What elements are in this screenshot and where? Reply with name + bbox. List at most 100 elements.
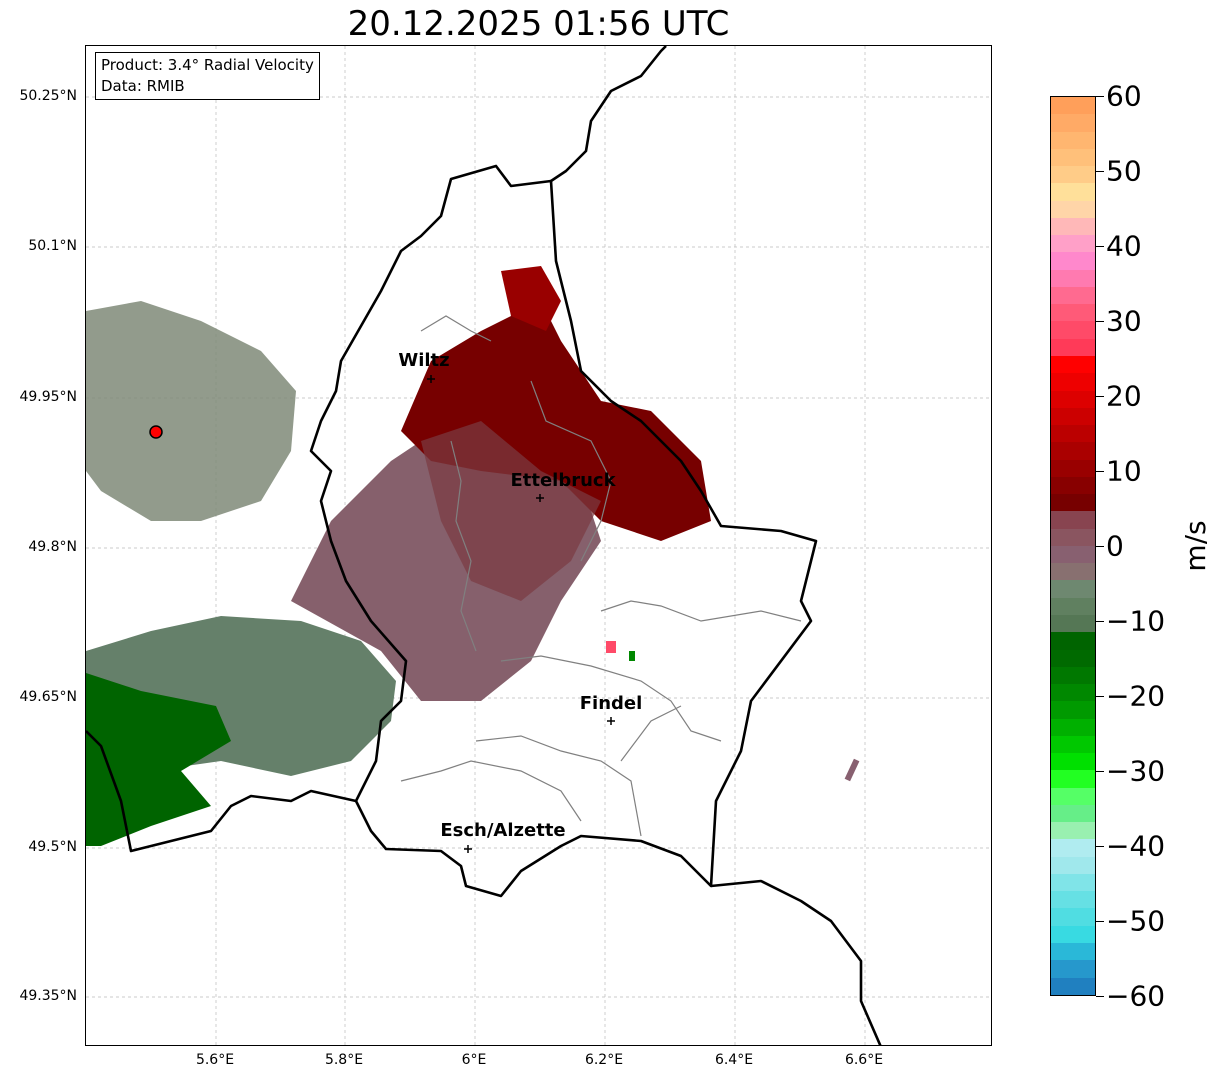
lat-label: 49.65°N bbox=[19, 689, 77, 705]
colorbar-segment bbox=[1051, 701, 1095, 719]
colorbar-tick bbox=[1096, 321, 1104, 322]
colorbar-segment bbox=[1051, 269, 1095, 287]
colorbar-tick bbox=[1096, 996, 1104, 997]
lat-label: 50.1°N bbox=[28, 238, 77, 254]
colorbar-segment bbox=[1051, 891, 1095, 909]
lon-label: 5.8°E bbox=[324, 1052, 364, 1068]
colorbar-segment bbox=[1051, 649, 1095, 667]
colorbar-tick bbox=[1096, 771, 1104, 772]
product-info-box: Product: 3.4° Radial Velocity Data: RMIB bbox=[95, 52, 320, 100]
colorbar-segment bbox=[1051, 235, 1095, 253]
colorbar-segment bbox=[1051, 183, 1095, 201]
colorbar-tick-label: −10 bbox=[1106, 604, 1166, 638]
france-belgium-border bbox=[86, 730, 357, 853]
data-source-label: Data: RMIB bbox=[101, 77, 185, 95]
colorbar-segment bbox=[1051, 632, 1095, 650]
colorbar-segment bbox=[1051, 373, 1095, 391]
colorbar-segment bbox=[1051, 114, 1095, 132]
city-markers bbox=[427, 375, 615, 853]
colorbar-segment bbox=[1051, 943, 1095, 961]
colorbar-segment bbox=[1051, 770, 1095, 788]
colorbar-segment bbox=[1051, 200, 1095, 218]
colorbar-tick bbox=[1096, 921, 1104, 922]
lon-label: 6.2°E bbox=[584, 1052, 624, 1068]
colorbar-segment bbox=[1051, 338, 1095, 356]
colorbar-segment bbox=[1051, 597, 1095, 615]
colorbar-segment bbox=[1051, 97, 1095, 115]
lon-label: 6.6°E bbox=[844, 1052, 884, 1068]
colorbar-segment bbox=[1051, 166, 1095, 184]
city-label-esch-alzette: Esch/Alzette bbox=[440, 820, 566, 841]
colorbar-segment bbox=[1051, 925, 1095, 944]
colorbar-tick bbox=[1096, 471, 1104, 472]
colorbar-segment bbox=[1051, 442, 1095, 460]
colorbar-segment bbox=[1051, 252, 1095, 270]
echo-near-radar bbox=[86, 301, 296, 521]
colorbar-tick-label: 60 bbox=[1106, 79, 1142, 113]
colorbar-tick-label: −40 bbox=[1106, 829, 1166, 863]
colorbar-segment bbox=[1051, 425, 1095, 443]
colorbar-tick-label: −60 bbox=[1106, 979, 1166, 1013]
lat-label: 49.95°N bbox=[19, 389, 77, 405]
echo-speck bbox=[844, 758, 860, 782]
colorbar-tick-label: 20 bbox=[1106, 379, 1142, 413]
luxembourg-border bbox=[309, 164, 818, 898]
colorbar-tick bbox=[1096, 546, 1104, 547]
radar-echoes bbox=[86, 266, 860, 846]
colorbar-segment bbox=[1051, 321, 1095, 339]
colorbar-segment bbox=[1051, 148, 1095, 167]
lon-label: 6.4°E bbox=[714, 1052, 754, 1068]
colorbar-segment bbox=[1051, 753, 1095, 771]
colorbar-segment bbox=[1051, 804, 1095, 823]
colorbar-tick bbox=[1096, 846, 1104, 847]
colorbar-segment bbox=[1051, 822, 1095, 840]
colorbar-segment bbox=[1051, 459, 1095, 477]
colorbar-tick-label: −50 bbox=[1106, 904, 1166, 938]
colorbar-tick-label: −30 bbox=[1106, 754, 1166, 788]
map-svg bbox=[86, 46, 991, 1045]
colorbar-tick bbox=[1096, 171, 1104, 172]
colorbar-tick-label: 30 bbox=[1106, 304, 1142, 338]
colorbar-segment bbox=[1051, 390, 1095, 408]
product-label: Product: 3.4° Radial Velocity bbox=[101, 56, 314, 74]
germany-belgium-border bbox=[550, 46, 667, 183]
colorbar-segment bbox=[1051, 614, 1095, 633]
colorbar-tick bbox=[1096, 246, 1104, 247]
colorbar-tick-label: 50 bbox=[1106, 154, 1142, 188]
colorbar-segment bbox=[1051, 355, 1095, 374]
colorbar-tick bbox=[1096, 96, 1104, 97]
colorbar-segment bbox=[1051, 718, 1095, 736]
lat-label: 49.35°N bbox=[19, 988, 77, 1004]
colorbar-segment bbox=[1051, 494, 1095, 512]
colorbar-segment bbox=[1051, 528, 1095, 546]
colorbar-segment bbox=[1051, 787, 1095, 805]
colorbar-segment bbox=[1051, 304, 1095, 322]
colorbar-segment bbox=[1051, 908, 1095, 926]
colorbar-segment bbox=[1051, 476, 1095, 495]
lon-label: 5.6°E bbox=[195, 1052, 235, 1068]
colorbar-tick bbox=[1096, 621, 1104, 622]
colorbar-tick-label: 40 bbox=[1106, 229, 1142, 263]
colorbar bbox=[1050, 96, 1096, 996]
radar-site-marker bbox=[149, 425, 163, 439]
colorbar-segment bbox=[1051, 580, 1095, 598]
echo-north-red bbox=[501, 266, 561, 331]
lat-label: 49.5°N bbox=[28, 839, 77, 855]
colorbar-unit-label: m/s bbox=[1179, 520, 1207, 572]
colorbar-segment bbox=[1051, 735, 1095, 754]
colorbar-tick bbox=[1096, 696, 1104, 697]
colorbar-segment bbox=[1051, 563, 1095, 581]
country-borders bbox=[86, 46, 882, 1045]
colorbar-segment bbox=[1051, 511, 1095, 529]
echo-outbound-maroon bbox=[421, 421, 601, 601]
lat-label: 50.25°N bbox=[19, 88, 77, 104]
city-label-findel: Findel bbox=[579, 693, 643, 714]
city-label-wiltz: Wiltz bbox=[398, 350, 450, 371]
colorbar-segment bbox=[1051, 839, 1095, 857]
colorbar-tick-label: 0 bbox=[1106, 529, 1124, 563]
colorbar-segment bbox=[1051, 217, 1095, 236]
colorbar-segment bbox=[1051, 545, 1095, 564]
colorbar-segment bbox=[1051, 977, 1095, 995]
map-panel bbox=[85, 45, 992, 1046]
